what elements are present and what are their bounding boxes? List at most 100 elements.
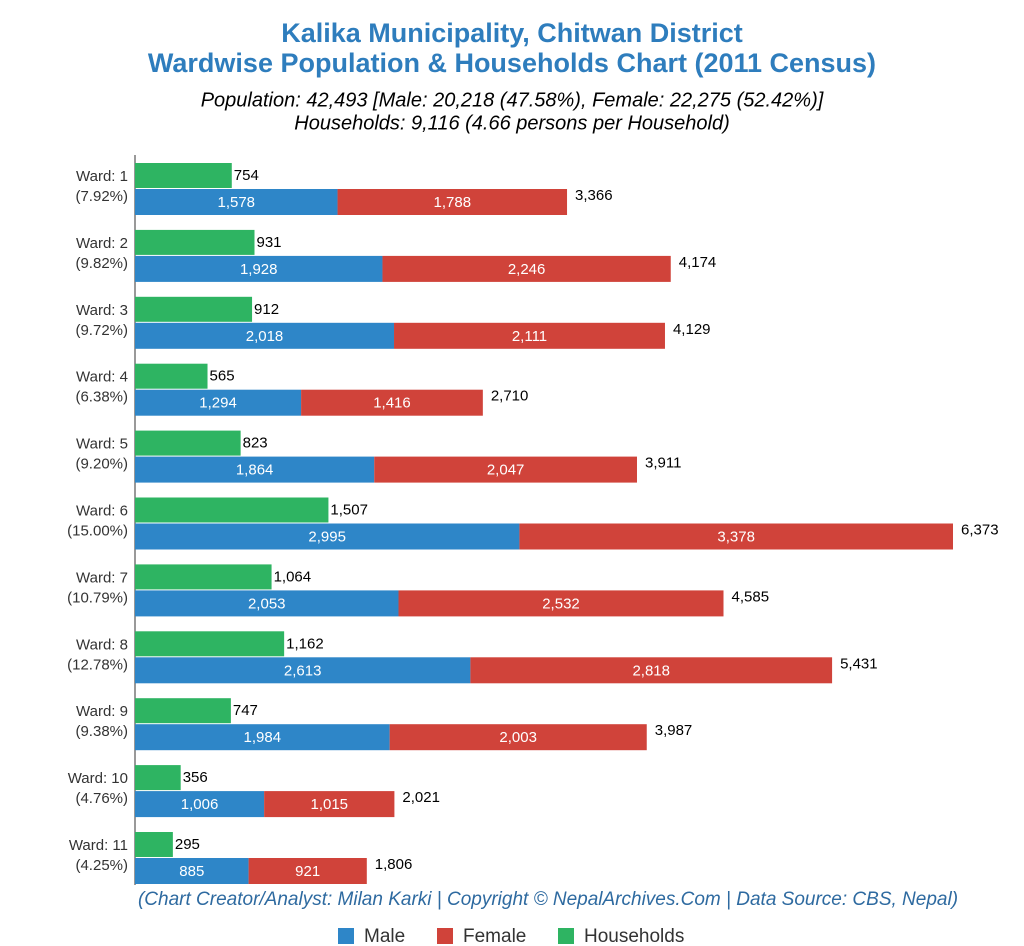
population-bar	[135, 322, 395, 349]
chart-title: Wardwise Population & Households Chart (…	[148, 48, 876, 78]
value-label: 2,995	[308, 528, 346, 545]
population-bar	[389, 724, 647, 751]
value-label: 1,006	[181, 796, 219, 813]
value-label: 1,416	[373, 395, 411, 412]
population-bar	[301, 389, 483, 416]
value-label: 1,015	[310, 796, 348, 813]
chart-subtitle: Population: 42,493 [Male: 20,218 (47.58%…	[201, 89, 824, 111]
value-label: 2,532	[542, 595, 580, 612]
category-label: Ward: 2	[76, 235, 128, 252]
category-share: (4.25%)	[75, 857, 128, 874]
category-label: Ward: 5	[76, 436, 128, 453]
category-share: (12.78%)	[67, 656, 128, 673]
value-label: 1,928	[240, 261, 278, 278]
household-bar	[135, 564, 272, 590]
category-share: (9.20%)	[75, 456, 128, 473]
household-bar	[135, 430, 241, 456]
category-label: Ward: 6	[76, 502, 128, 519]
total-label: 4,174	[679, 254, 717, 271]
value-label: 921	[295, 863, 320, 880]
value-label: 1,507	[330, 501, 368, 518]
population-bar	[470, 657, 833, 684]
value-label: 2,111	[512, 328, 547, 345]
category-label: Ward: 4	[76, 369, 128, 386]
total-label: 3,911	[645, 455, 681, 472]
population-bar	[135, 456, 375, 483]
population-bar	[398, 590, 724, 617]
legend-label: Households	[584, 926, 684, 946]
category-share: (7.92%)	[75, 188, 128, 205]
value-label: 1,864	[236, 462, 274, 479]
population-bar	[135, 791, 265, 818]
total-label: 3,987	[655, 722, 693, 739]
category-share: (9.72%)	[75, 322, 128, 339]
category-share: (10.79%)	[67, 589, 128, 606]
total-label: 4,129	[673, 321, 711, 338]
household-bar	[135, 698, 231, 724]
legend-label: Female	[463, 926, 526, 946]
population-bar	[374, 456, 637, 483]
total-label: 2,710	[491, 388, 529, 405]
population-bar	[135, 389, 302, 416]
value-label: 1,788	[434, 194, 472, 211]
category-share: (6.38%)	[75, 389, 128, 406]
category-share: (15.00%)	[67, 522, 128, 539]
population-bar	[337, 189, 568, 215]
population-bar	[135, 255, 383, 282]
category-label: Ward: 9	[76, 703, 128, 720]
population-bar	[135, 590, 399, 617]
population-bar	[382, 255, 671, 282]
category-share: (4.76%)	[75, 790, 128, 807]
population-bar	[394, 322, 665, 349]
value-label: 747	[233, 702, 258, 719]
total-label: 5,431	[840, 655, 878, 672]
population-bar	[135, 724, 390, 751]
population-bar	[264, 791, 395, 818]
population-bar	[248, 858, 367, 884]
value-label: 3,378	[717, 528, 755, 545]
legend-label: Male	[364, 926, 405, 946]
value-label: 2,047	[487, 462, 525, 479]
value-label: 885	[179, 863, 204, 880]
legend-swatch	[437, 928, 453, 944]
category-share: (9.38%)	[75, 723, 128, 740]
value-label: 823	[243, 435, 268, 452]
population-bar	[519, 523, 953, 550]
population-bar	[135, 657, 471, 684]
legend-swatch	[338, 928, 354, 944]
household-bar	[135, 296, 253, 322]
value-label: 2,018	[246, 328, 284, 345]
value-label: 754	[234, 167, 259, 184]
total-label: 6,373	[961, 521, 999, 538]
household-bar	[135, 832, 173, 857]
total-label: 4,585	[732, 588, 770, 605]
value-label: 1,984	[244, 729, 282, 746]
value-label: 2,246	[508, 261, 546, 278]
value-label: 2,003	[499, 729, 537, 746]
chart-subtitle: Households: 9,116 (4.66 persons per Hous…	[294, 112, 729, 134]
value-label: 565	[210, 368, 235, 385]
total-label: 2,021	[402, 789, 440, 806]
category-label: Ward: 11	[69, 837, 128, 854]
category-label: Ward: 1	[76, 168, 128, 185]
household-bar	[135, 163, 232, 188]
value-label: 912	[254, 301, 279, 318]
value-label: 2,613	[284, 662, 322, 679]
population-bar	[135, 189, 338, 215]
household-bar	[135, 229, 255, 255]
household-bar	[135, 765, 181, 791]
value-label: 931	[256, 234, 281, 251]
chart-title: Kalika Municipality, Chitwan District	[281, 18, 743, 48]
category-label: Ward: 8	[76, 636, 128, 653]
value-label: 2,818	[632, 662, 670, 679]
value-label: 295	[175, 836, 200, 853]
value-label: 2,053	[248, 595, 286, 612]
category-label: Ward: 7	[76, 569, 128, 586]
household-bar	[135, 497, 329, 523]
value-label: 1,578	[217, 194, 255, 211]
total-label: 3,366	[575, 187, 613, 204]
category-label: Ward: 10	[68, 770, 128, 787]
value-label: 1,064	[274, 568, 312, 585]
footer: (Chart Creator/Analyst: Milan Karki | Co…	[138, 889, 958, 910]
